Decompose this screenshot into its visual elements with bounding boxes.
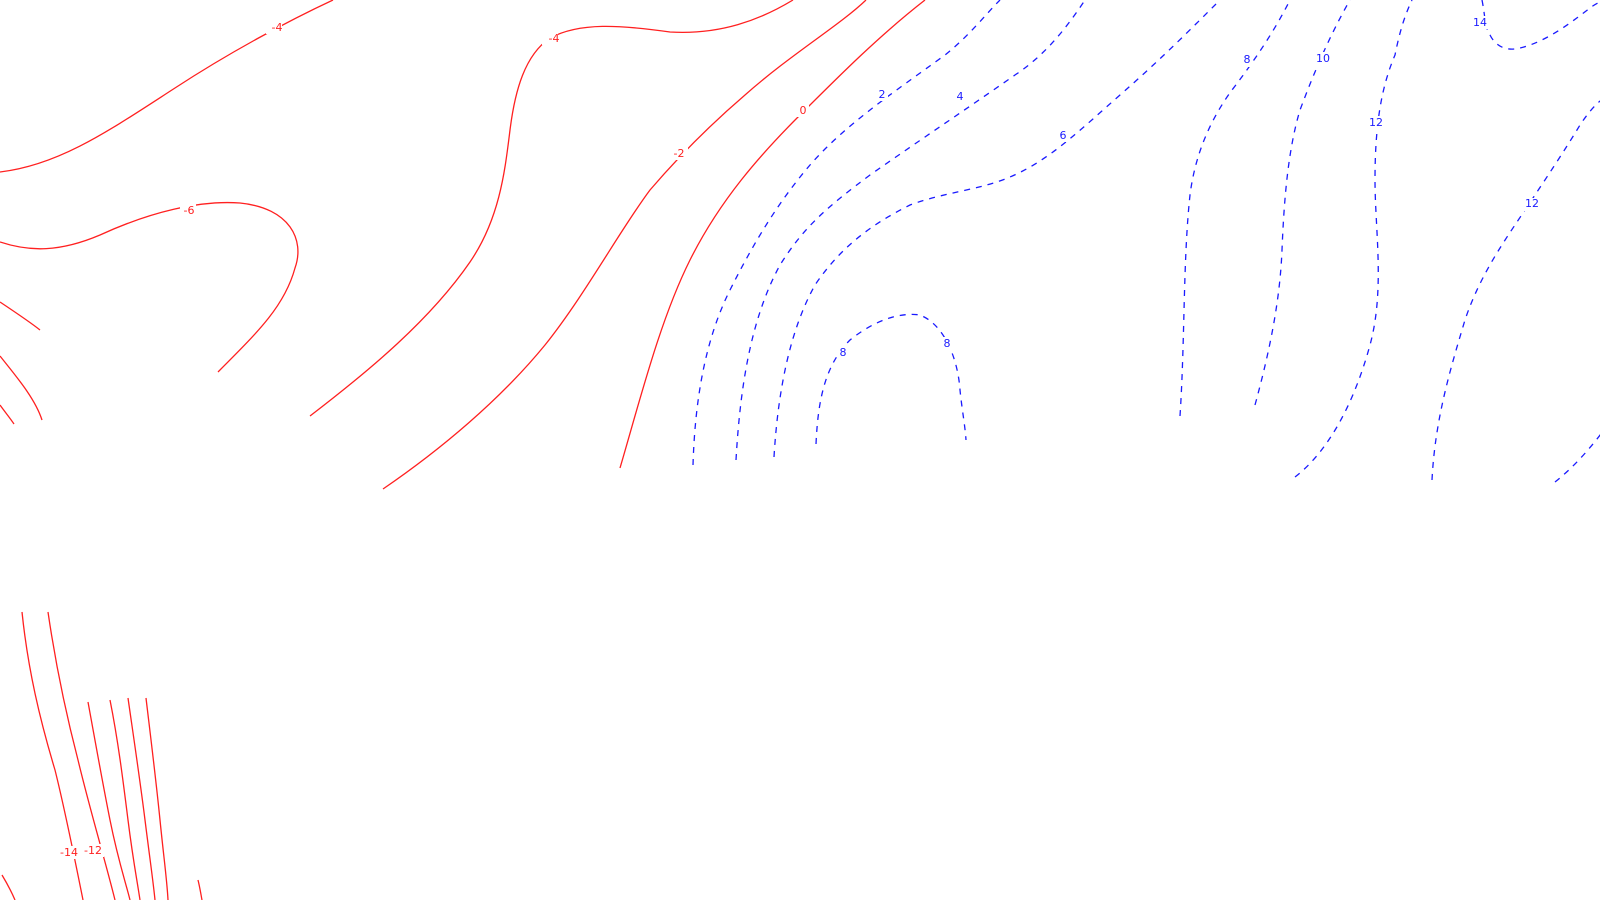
contour-pos14-edge: [1554, 434, 1600, 483]
contour-pos8-right: [1179, 0, 1291, 417]
contour-label-pos8-c: 8: [1244, 53, 1251, 66]
contour-label-pos6: 6: [1060, 129, 1067, 142]
contour-neg-lower-1: [21, 611, 84, 900]
contour-neg-lower-corner: [1, 874, 16, 900]
contour-label-pos12-a: 12: [1369, 116, 1383, 129]
contour-pos2: [692, 0, 1001, 466]
contour-zero: [619, 0, 926, 469]
contour-neg10: [0, 355, 43, 421]
contour-pos4: [735, 0, 1086, 461]
contour-pos12-left: [1294, 0, 1413, 478]
contour-label-pos8-b: 8: [944, 337, 951, 350]
contour-neg-lower-3: [87, 701, 131, 900]
contour-label-neg2: -2: [674, 147, 685, 160]
contour-neg-lower-edge: [197, 879, 203, 900]
contour-pos6: [773, 0, 1221, 458]
contour-label-zero: 0: [800, 104, 807, 117]
contour-neg6: [0, 201, 299, 373]
contour-neg-lower-5: [127, 697, 156, 900]
contour-pos14: [1481, 0, 1600, 50]
contour-label-neg4-b: -4: [549, 32, 560, 45]
contour-neg8: [0, 301, 41, 331]
contour-neg4-mid: [309, 0, 794, 417]
contour-pos12-right: [1431, 100, 1600, 481]
contour-neg-lower-4: [109, 699, 141, 900]
contour-neg-lower-2: [47, 611, 116, 900]
contour-label-pos4: 4: [957, 90, 964, 103]
contour-labels: -4 -4 -6 -2 0 2 4 6 8 8 8 10 12 12 14 -1…: [58, 16, 1541, 859]
contour-neg12-edge: [0, 404, 15, 425]
contour-label-pos2: 2: [879, 88, 886, 101]
contour-label-neg4-a: -4: [272, 21, 283, 34]
contour-label-pos10: 10: [1316, 52, 1330, 65]
contour-label-pos14: 14: [1473, 16, 1487, 29]
contour-neg4-upper: [0, 0, 334, 173]
contour-label-pos8-a: 8: [840, 346, 847, 359]
contour-label-neg6: -6: [184, 204, 195, 217]
contour-neg-lower-6: [145, 697, 169, 900]
contour-pos8-ring: [815, 313, 967, 445]
contour-label-neg14: -14: [60, 846, 78, 859]
contour-label-neg12: -12: [84, 844, 102, 857]
contour-label-pos12-b: 12: [1525, 197, 1539, 210]
contour-neg2: [382, 0, 867, 490]
contour-pos10: [1254, 0, 1351, 406]
